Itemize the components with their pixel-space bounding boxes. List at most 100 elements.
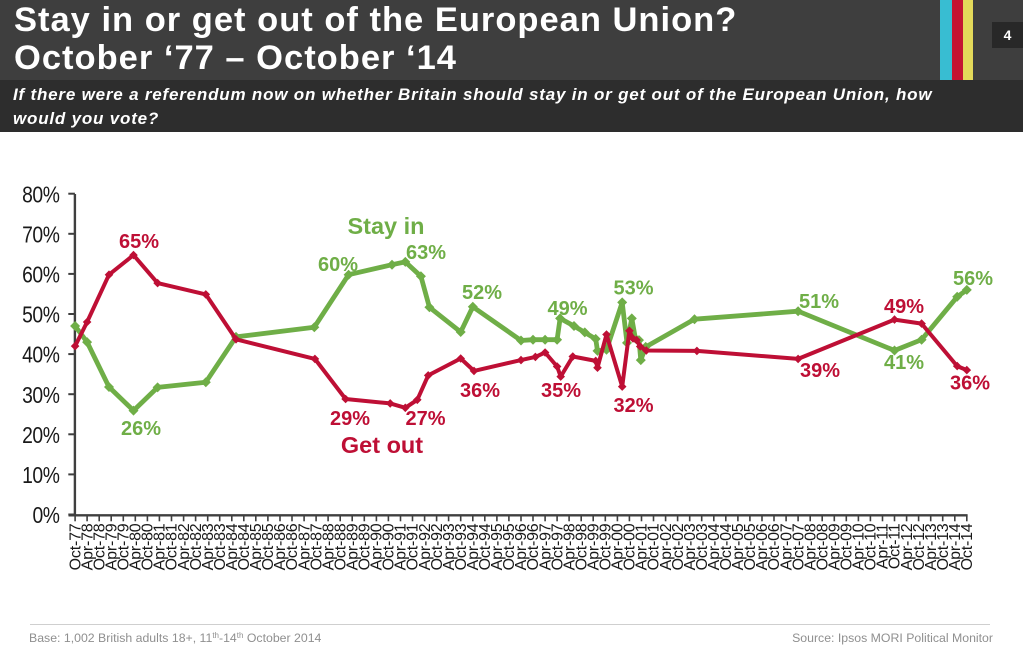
svg-text:35%: 35% [541,380,581,402]
svg-text:Apr-00: Apr-00 [610,523,627,570]
svg-text:Oct-13: Oct-13 [935,523,952,570]
svg-text:10%: 10% [22,464,60,489]
svg-text:36%: 36% [950,373,990,395]
svg-text:Oct-80: Oct-80 [140,523,157,570]
svg-text:Apr-99: Apr-99 [585,523,602,570]
svg-text:Oct-10: Oct-10 [863,523,880,570]
svg-text:Oct-00: Oct-00 [622,523,639,570]
svg-text:Oct-86: Oct-86 [284,523,301,570]
svg-text:Get out: Get out [341,432,423,458]
svg-text:40%: 40% [22,343,60,368]
svg-text:Oct-93: Oct-93 [453,523,470,570]
svg-text:26%: 26% [121,418,161,440]
svg-text:Oct-97: Oct-97 [549,523,566,570]
svg-text:Apr-97: Apr-97 [537,523,554,570]
svg-text:30%: 30% [22,383,60,408]
svg-text:49%: 49% [547,298,587,320]
svg-text:Oct-81: Oct-81 [164,523,181,570]
svg-text:Apr-98: Apr-98 [561,523,578,570]
svg-text:Oct-01: Oct-01 [646,523,663,570]
svg-text:Apr-01: Apr-01 [634,523,651,570]
svg-text:36%: 36% [460,380,500,402]
svg-text:56%: 56% [953,268,993,290]
svg-text:Apr-85: Apr-85 [248,523,265,570]
svg-text:Apr-03: Apr-03 [682,523,699,570]
svg-text:Oct-83: Oct-83 [212,523,229,570]
svg-text:Oct-98: Oct-98 [573,523,590,570]
svg-text:Apr-84: Apr-84 [224,523,241,570]
svg-text:Apr-88: Apr-88 [320,523,337,570]
svg-text:Apr-91: Apr-91 [393,523,410,570]
svg-text:27%: 27% [405,408,445,430]
svg-text:Apr-94: Apr-94 [465,523,482,570]
svg-text:Oct-96: Oct-96 [525,523,542,570]
svg-text:Oct-77: Oct-77 [67,523,84,570]
svg-text:Oct-14: Oct-14 [959,523,976,570]
svg-text:Oct-09: Oct-09 [839,523,856,570]
svg-text:Apr-02: Apr-02 [658,523,675,570]
svg-text:32%: 32% [613,395,653,417]
svg-text:Oct-03: Oct-03 [694,523,711,570]
svg-text:Oct-84: Oct-84 [236,523,253,570]
svg-text:Apr-08: Apr-08 [802,523,819,570]
svg-text:Apr-05: Apr-05 [730,523,747,570]
svg-text:Apr-93: Apr-93 [441,523,458,570]
svg-text:Oct-04: Oct-04 [718,523,735,570]
svg-text:Oct-85: Oct-85 [260,523,277,570]
svg-text:Apr-14: Apr-14 [947,523,964,570]
svg-text:Apr-89: Apr-89 [344,523,361,570]
svg-text:49%: 49% [884,296,924,318]
svg-text:Apr-96: Apr-96 [513,523,530,570]
svg-text:Apr-86: Apr-86 [272,523,289,570]
svg-text:Apr-82: Apr-82 [176,523,193,570]
svg-text:29%: 29% [330,408,370,430]
svg-text:Oct-99: Oct-99 [598,523,615,570]
svg-text:Apr-80: Apr-80 [128,523,145,570]
svg-text:Oct-87: Oct-87 [308,523,325,570]
svg-text:Oct-89: Oct-89 [357,523,374,570]
svg-text:Apr-10: Apr-10 [851,523,868,570]
svg-text:Oct-02: Oct-02 [670,523,687,570]
svg-text:Apr-13: Apr-13 [923,523,940,570]
svg-text:52%: 52% [462,282,502,304]
svg-text:Apr-11: Apr-11 [875,523,892,569]
svg-text:Apr-06: Apr-06 [754,523,771,570]
svg-text:Apr-78: Apr-78 [79,523,96,570]
svg-text:Oct-78: Oct-78 [91,523,108,570]
svg-text:Apr-09: Apr-09 [827,523,844,570]
svg-text:Apr-87: Apr-87 [296,523,313,570]
svg-text:20%: 20% [22,423,60,448]
svg-text:Oct-88: Oct-88 [332,523,349,570]
svg-text:Oct-08: Oct-08 [814,523,831,570]
svg-text:Oct-79: Oct-79 [116,523,133,570]
svg-text:Apr-92: Apr-92 [417,523,434,570]
svg-text:Apr-07: Apr-07 [778,523,795,570]
svg-text:Oct-92: Oct-92 [429,523,446,570]
svg-text:Apr-90: Apr-90 [369,523,386,570]
svg-text:Oct-90: Oct-90 [381,523,398,570]
svg-text:Oct-94: Oct-94 [477,523,494,570]
svg-text:39%: 39% [800,360,840,382]
svg-text:Apr-04: Apr-04 [706,523,723,570]
svg-text:Oct-11: Oct-11 [887,523,904,569]
svg-text:65%: 65% [119,231,159,253]
svg-text:Apr-12: Apr-12 [899,523,916,570]
svg-text:Apr-81: Apr-81 [152,523,169,570]
svg-text:Oct-07: Oct-07 [790,523,807,570]
svg-text:60%: 60% [22,263,60,288]
svg-text:Oct-12: Oct-12 [911,523,928,570]
svg-text:Oct-05: Oct-05 [742,523,759,570]
svg-text:60%: 60% [318,254,358,276]
svg-text:Apr-79: Apr-79 [103,523,120,570]
svg-text:Oct-95: Oct-95 [501,523,518,570]
svg-text:80%: 80% [22,183,60,208]
svg-text:70%: 70% [22,223,60,248]
svg-text:63%: 63% [406,242,446,264]
svg-text:0%: 0% [32,504,60,529]
svg-text:41%: 41% [884,352,924,374]
svg-text:Oct-06: Oct-06 [766,523,783,570]
svg-text:50%: 50% [22,303,60,328]
svg-text:51%: 51% [799,291,839,313]
svg-text:Apr-83: Apr-83 [200,523,217,570]
svg-text:Oct-91: Oct-91 [405,523,422,570]
